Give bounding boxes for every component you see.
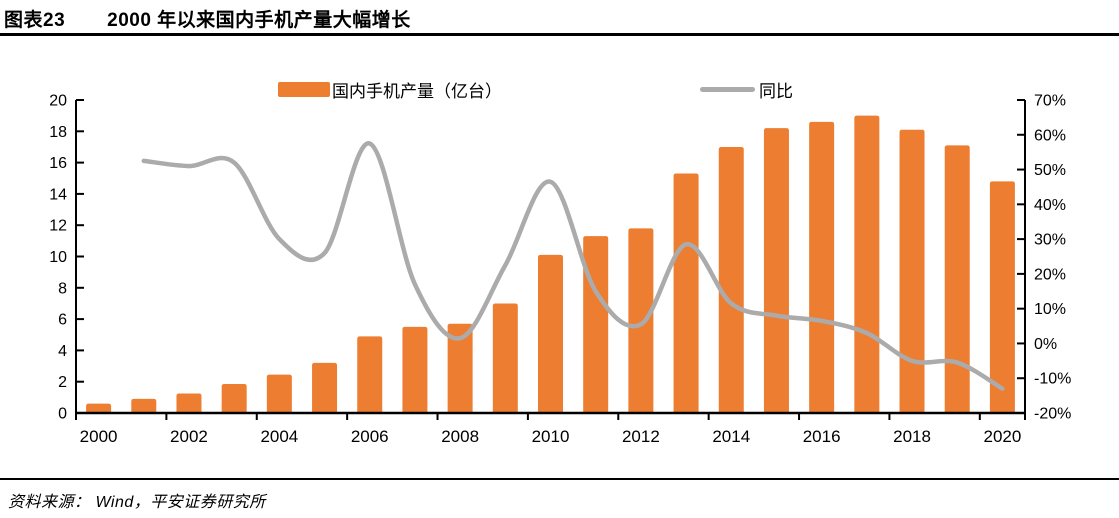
production-bar-2020 <box>989 181 1015 413</box>
legend-item-production: 国内手机产量（亿台） <box>278 77 502 102</box>
y-axis-left-label: 16 <box>49 155 67 172</box>
chart-legend: 国内手机产量（亿台） 同比 <box>0 77 1119 102</box>
production-bar-2014 <box>718 146 744 413</box>
y-axis-right-label: 70% <box>1034 93 1066 110</box>
y-axis-right-label: -20% <box>1034 406 1071 423</box>
production-bar-2012 <box>628 228 654 413</box>
y-axis-left-label: 2 <box>58 374 67 391</box>
y-axis-left-label: 4 <box>58 343 67 360</box>
legend-bar-label: 国内手机产量（亿台） <box>332 82 502 101</box>
y-axis-left-label: 0 <box>58 406 67 423</box>
x-axis-label: 2020 <box>983 427 1021 446</box>
production-bar-2001 <box>131 398 157 413</box>
title-divider <box>0 33 1119 36</box>
production-bar-2004 <box>266 374 292 413</box>
production-bar-2002 <box>176 393 202 413</box>
x-axis-label: 2010 <box>532 427 570 446</box>
y-axis-right-label: 20% <box>1034 266 1066 283</box>
x-axis-label: 2002 <box>170 427 208 446</box>
y-axis-left-label: 18 <box>49 124 67 141</box>
y-axis-right-label: 40% <box>1034 197 1066 214</box>
y-axis-right-label: -10% <box>1034 371 1071 388</box>
production-bar-2011 <box>583 236 609 413</box>
x-axis-label: 2012 <box>622 427 660 446</box>
y-axis-right-label: 30% <box>1034 232 1066 249</box>
production-bar-2003 <box>221 384 247 413</box>
production-bar-2008 <box>447 323 473 413</box>
source-text: 资料来源： Wind，平安证券研究所 <box>8 494 266 511</box>
production-bar-2013 <box>673 173 699 413</box>
production-bar-2007 <box>402 326 428 413</box>
production-bar-2018 <box>899 129 925 414</box>
y-axis-right-label: 0% <box>1034 336 1057 353</box>
production-bar-2006 <box>357 336 383 413</box>
y-axis-left-label: 8 <box>58 280 67 297</box>
production-bar-2005 <box>312 362 338 413</box>
y-axis-left-label: 12 <box>49 218 67 235</box>
production-bar-2015 <box>763 128 789 414</box>
figure-title-text: 2000 年以来国内手机产量大幅增长 <box>107 10 411 31</box>
legend-line-label: 同比 <box>759 82 793 101</box>
source-divider <box>0 478 1119 480</box>
production-bar-2016 <box>809 121 835 413</box>
figure-title: 图表23 2000 年以来国内手机产量大幅增长 <box>4 5 411 32</box>
x-axis-label: 2018 <box>893 427 931 446</box>
legend-item-yoy: 同比 <box>700 77 793 102</box>
production-bar-2010 <box>538 254 563 413</box>
y-axis-left-label: 14 <box>49 186 67 203</box>
production-bar-2017 <box>854 115 880 414</box>
production-bar-2000 <box>86 403 112 413</box>
figure-label: 图表23 <box>4 10 66 31</box>
x-axis-label: 2014 <box>712 427 750 446</box>
y-axis-right-label: 60% <box>1034 127 1066 144</box>
x-axis-label: 2008 <box>441 427 479 446</box>
x-axis-label: 2000 <box>80 427 118 446</box>
production-bar-2009 <box>492 303 518 413</box>
legend-line-swatch <box>700 87 755 92</box>
x-axis-label: 2006 <box>351 427 389 446</box>
y-axis-right-label: 50% <box>1034 162 1066 179</box>
y-axis-left-label: 10 <box>49 249 67 266</box>
y-axis-left-label: 20 <box>49 93 67 110</box>
y-axis-right-label: 10% <box>1034 301 1066 318</box>
production-bar-2019 <box>944 145 970 413</box>
x-axis-label: 2016 <box>803 427 841 446</box>
y-axis-left-label: 6 <box>58 312 67 329</box>
legend-bar-swatch <box>278 82 330 97</box>
x-axis-label: 2004 <box>260 427 298 446</box>
yoy-line <box>141 141 1005 391</box>
